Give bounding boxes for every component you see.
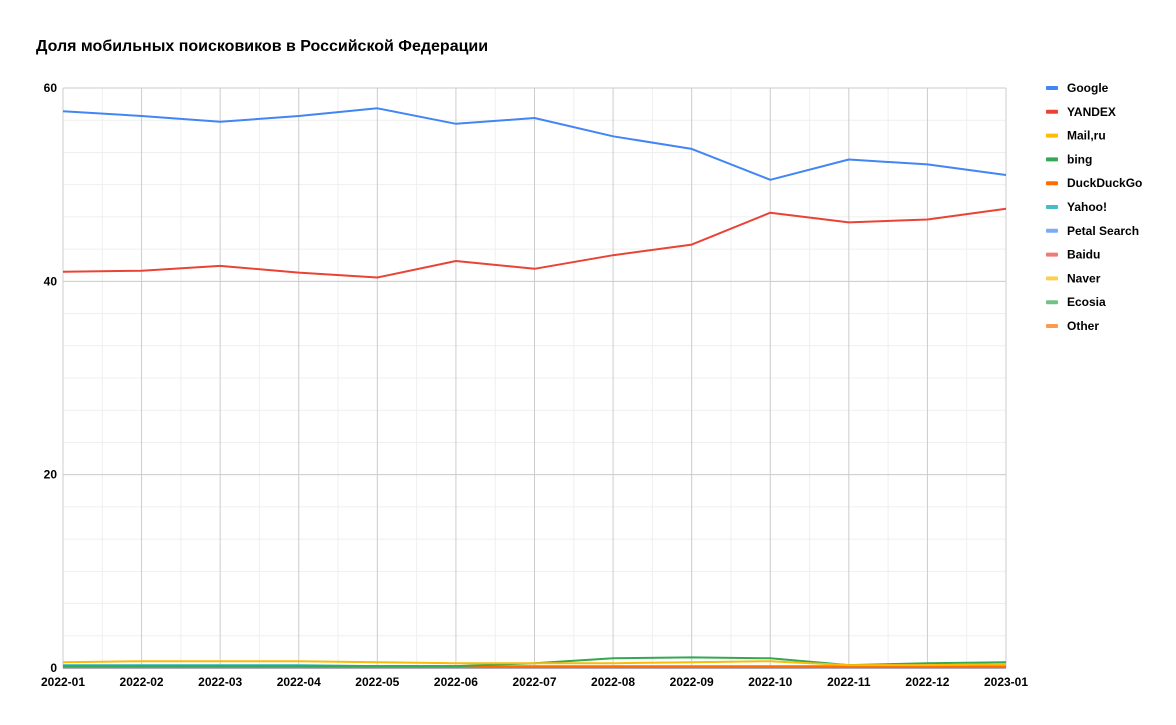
x-tick-label: 2022-10 [748, 675, 792, 689]
legend-swatch [1046, 181, 1058, 186]
x-tick-label: 2022-01 [41, 675, 85, 689]
legend-swatch [1046, 86, 1058, 90]
x-tick-label: 2022-12 [905, 675, 949, 689]
series-line-mail-ru [62, 660, 1007, 667]
legend-swatch [1046, 133, 1058, 138]
series-line-google [62, 107, 1007, 181]
grid [62, 87, 1007, 669]
legend-label[interactable]: Ecosia [1067, 295, 1106, 309]
legend-swatch [1046, 252, 1058, 257]
legend-label[interactable]: Yahoo! [1067, 200, 1107, 214]
x-tick-label: 2023-01 [984, 675, 1028, 689]
legend-swatch [1046, 276, 1058, 281]
legend-label[interactable]: Google [1067, 81, 1109, 95]
legend-swatch [1046, 324, 1058, 328]
y-tick-label: 60 [44, 81, 58, 95]
legend-swatch [1046, 109, 1058, 114]
y-tick-label: 0 [50, 661, 57, 675]
legend-label[interactable]: Naver [1067, 271, 1101, 285]
legend-label[interactable]: YANDEX [1067, 105, 1116, 119]
legend-label[interactable]: Mail,ru [1067, 129, 1106, 143]
legend-label[interactable]: Other [1067, 319, 1099, 333]
legend-swatch [1046, 300, 1058, 305]
x-tick-label: 2022-06 [434, 675, 478, 689]
series-lines [62, 107, 1007, 669]
x-tick-label: 2022-02 [120, 675, 164, 689]
x-tick-label: 2022-09 [670, 675, 714, 689]
x-tick-label: 2022-07 [512, 675, 556, 689]
x-tick-label: 2022-03 [198, 675, 242, 689]
y-tick-label: 20 [44, 468, 58, 482]
y-tick-label: 40 [44, 274, 58, 288]
legend-label[interactable]: DuckDuckGo [1067, 176, 1142, 190]
legend-label[interactable]: bing [1067, 152, 1092, 166]
legend-swatch [1046, 205, 1058, 209]
legend-label[interactable]: Petal Search [1067, 224, 1139, 238]
x-tick-label: 2022-11 [827, 675, 871, 689]
legend-swatch [1046, 228, 1058, 233]
legend-swatch [1046, 157, 1058, 162]
axes: 0 20 40 60 2022-01 2022-02 2022-03 2022-04 2022-… [41, 81, 1028, 689]
x-tick-label: 2022-05 [355, 675, 399, 689]
x-tick-label: 2022-08 [591, 675, 635, 689]
legend-label[interactable]: Baidu [1067, 248, 1100, 262]
chart-title: Доля мобильных поисковиков в Российской … [36, 38, 489, 55]
x-tick-label: 2022-04 [277, 675, 321, 689]
series-line-yandex [62, 207, 1007, 279]
legend: Google YANDEX Mail,ru bing DuckDuckGo Yahoo! P… [1046, 81, 1142, 333]
